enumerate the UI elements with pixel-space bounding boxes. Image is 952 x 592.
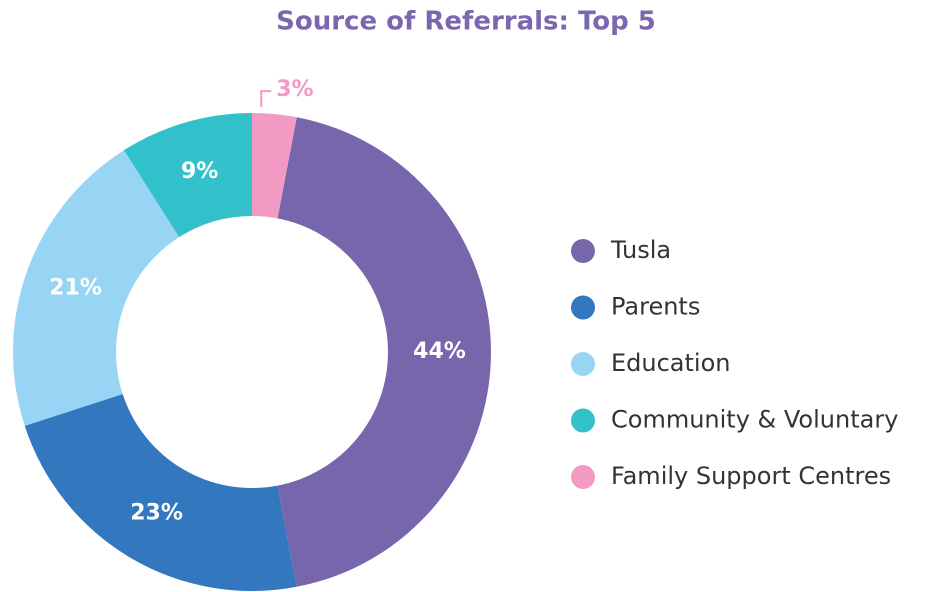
legend-label: Parents (611, 293, 700, 321)
value-label: 3% (276, 77, 313, 102)
legend-swatch (571, 465, 595, 489)
donut-slice (252, 113, 297, 219)
legend-label: Community & Voluntary (611, 406, 898, 434)
legend-swatch (571, 239, 595, 263)
donut-slice (12, 150, 180, 426)
legend-swatch (571, 352, 595, 376)
value-label: 44% (413, 339, 466, 364)
chart-title: Source of Referrals: Top 5 (276, 7, 656, 37)
legend-swatch (571, 408, 595, 433)
donut-slice (277, 117, 491, 587)
donut-slice (24, 394, 297, 592)
donut-slice (123, 113, 252, 238)
leader-line (260, 90, 272, 108)
value-label: 23% (130, 500, 183, 525)
legend-swatch (571, 295, 595, 320)
legend-label: Education (611, 349, 730, 377)
legend-label: Family Support Centres (611, 462, 891, 490)
value-label: 9% (181, 159, 218, 184)
legend-label: Tusla (610, 236, 671, 264)
value-label: 21% (49, 275, 102, 300)
